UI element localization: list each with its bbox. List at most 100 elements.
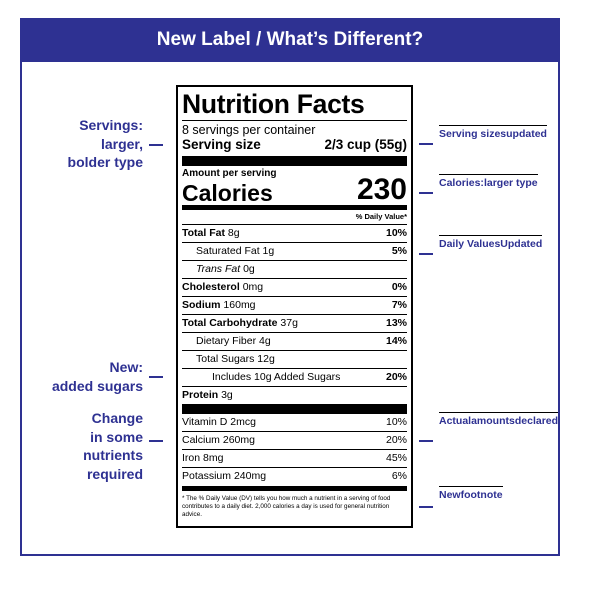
nutrient-name: Sodium [182,299,221,311]
nutrient-amount: 8g [227,227,240,239]
calories-value: 230 [356,173,407,206]
nutrient-row: Total Fat 8g 10% [182,224,407,242]
annotation: New: added sugars [52,358,143,395]
nutrient-row: Saturated Fat 1g 5% [182,242,407,260]
medium-rule [182,205,407,210]
nutrient-row: Protein 3g [182,386,407,404]
annotation-dash [419,440,433,442]
annotation-line: Servings: [79,117,143,133]
vitamin-row: Vitamin D 2mcg 10% [182,414,407,431]
label-title: Nutrition Facts [182,89,365,119]
nutrition-label: Nutrition Facts 8 servings per container… [176,85,413,528]
nutrient-amount: 37g [280,317,298,329]
nutrient-dv: 0% [391,281,407,293]
vitamin-amount: 240mg [233,470,267,482]
vitamin-row: Iron 8mg 45% [182,449,407,467]
vitamin-name: Iron [182,452,201,464]
vitamin-name: Vitamin D [182,416,228,428]
annotation-dash [149,144,163,146]
calories-label: Calories [182,180,273,206]
annotation: Calories: larger type [439,174,538,192]
vitamin-row: Potassium 240mg 6% [182,467,407,485]
annotation-line: Actual [439,415,472,427]
annotation-line: Serving sizes [439,128,507,140]
daily-value-header: % Daily Value* [355,212,407,221]
annotation-line: updated [506,128,547,140]
footnote: * The % Daily Value (DV) tells you how m… [182,486,407,519]
nutrient-name: Includes 10g Added Sugars [212,371,341,383]
nutrient-row: Total Sugars 12g [182,350,407,368]
nutrient-row: Sodium 160mg 7% [182,296,407,314]
vitamin-dv: 10% [385,416,407,428]
nutrient-amount: 4g [259,335,271,347]
annotation-line: New: [109,359,143,375]
nutrient-amount: 3g [221,389,233,401]
nutrient-name: Total Carbohydrate [182,317,278,329]
nutrient-amount: 160mg [223,299,256,311]
annotation: Change in some nutrients required [83,409,143,483]
annotation-line: New [439,489,461,501]
annotation-line: in some [90,428,143,445]
annotation-dash [149,376,163,378]
vitamin-amount: 8mg [203,452,224,464]
annotation: Actual amounts declared [439,412,559,430]
nutrient-name: Saturated Fat [196,245,260,257]
annotation-line: Change [91,410,143,426]
nutrient-name: Protein [182,389,219,401]
nutrient-dv: 13% [385,317,407,329]
vitamin-dv: 20% [385,434,407,446]
annotation: New footnote [439,486,503,504]
nutrient-row: Includes 10g Added Sugars 20% [182,368,407,386]
servings: 8 servings per container [182,120,407,137]
nutrient-dv: 10% [385,227,407,239]
nutrient-name: Trans Fat [196,263,241,275]
nutrient-name: Dietary Fiber [196,335,257,347]
annotation: Serving sizes updated [439,125,547,143]
annotation: Servings: larger, bolder type [68,116,143,172]
nutrient-row: Trans Fat 0g [182,260,407,278]
annotation-dash [149,440,163,442]
nutrient-row: Total Carbohydrate 37g 13% [182,314,407,332]
annotation: Daily Values Updated [439,235,543,253]
nutrient-row: Cholesterol 0mg 0% [182,278,407,296]
annotation-line: Updated [500,238,543,250]
thick-rule [182,404,407,414]
vitamin-name: Potassium [182,470,232,482]
nutrient-dv: 7% [391,299,407,311]
nutrient-row: Dietary Fiber 4g 14% [182,332,407,350]
thick-rule [182,156,407,166]
annotation-line: declared [514,415,559,427]
vitamin-dv: 6% [391,470,407,482]
amount-per-serving: Amount per serving [182,168,277,179]
nutrient-amount: 0mg [242,281,264,293]
nutrient-name: Cholesterol [182,281,240,293]
annotation-line: footnote [460,489,503,501]
annotation-line: added sugars [51,377,143,394]
annotation-line: Calories: [439,177,484,189]
nutrient-dv: 20% [385,371,407,383]
serving-size: Serving size 2/3 cup (55g) [182,137,407,153]
annotation-line: larger, [100,135,143,152]
header-title: New Label / What’s Different? [20,18,560,62]
serving-size-label: Serving size [182,137,261,152]
annotation-line: Daily Values [439,238,501,250]
annotation-dash [419,253,433,255]
annotation-line: larger type [483,177,538,189]
nutrient-amount: 0g [243,263,255,275]
vitamin-name: Calcium [182,434,220,446]
vitamin-row: Calcium 260mg 20% [182,431,407,449]
vitamin-amount: 260mg [222,434,255,446]
serving-size-value: 2/3 cup (55g) [324,137,407,152]
calories: Calories 230 [182,175,407,206]
nutrient-amount: 12g [257,353,275,365]
nutrient-dv: 5% [391,245,407,257]
annotation-line: required [86,465,143,482]
nutrient-dv: 14% [385,335,407,347]
vitamin-amount: 2mcg [230,416,256,428]
annotation-line: amounts [471,415,515,427]
annotation-line: nutrients [83,447,143,463]
nutrient-name: Total Sugars [196,353,255,365]
annotation-line: bolder type [67,154,143,170]
nutrient-amount: 1g [262,245,275,257]
